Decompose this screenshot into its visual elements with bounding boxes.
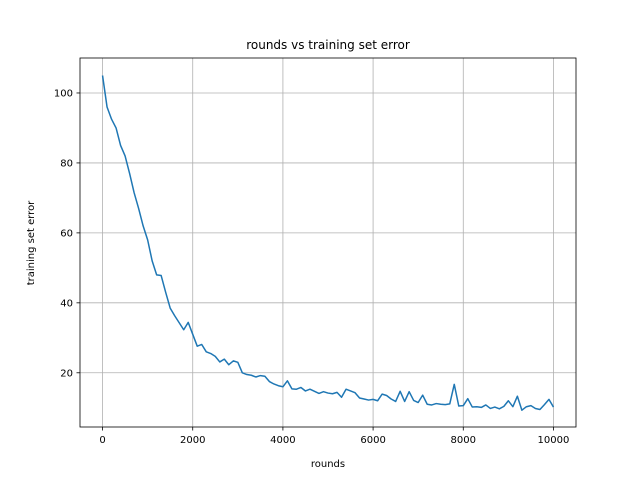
y-axis-label: training set error	[26, 200, 37, 285]
chart-title: rounds vs training set error	[246, 38, 410, 52]
y-tick-label: 60	[60, 228, 73, 239]
x-axis-label: rounds	[311, 459, 345, 470]
y-axis-ticks: 20 40 60 80 100	[54, 88, 80, 379]
x-tick-label: 10000	[538, 435, 570, 446]
y-tick-label: 80	[60, 158, 73, 169]
x-tick-label: 4000	[270, 435, 295, 446]
y-tick-label: 20	[60, 368, 73, 379]
y-tick-label: 40	[60, 298, 73, 309]
plot-frame	[79, 57, 577, 428]
x-tick-label: 6000	[360, 435, 385, 446]
grid-lines	[80, 58, 576, 427]
y-tick-label: 100	[54, 88, 73, 99]
series-line	[101, 75, 555, 411]
x-axis-ticks: 0 2000 4000 6000 8000 10000	[99, 427, 569, 446]
x-tick-label: 0	[99, 435, 105, 446]
x-tick-label: 8000	[451, 435, 476, 446]
x-tick-label: 2000	[180, 435, 205, 446]
